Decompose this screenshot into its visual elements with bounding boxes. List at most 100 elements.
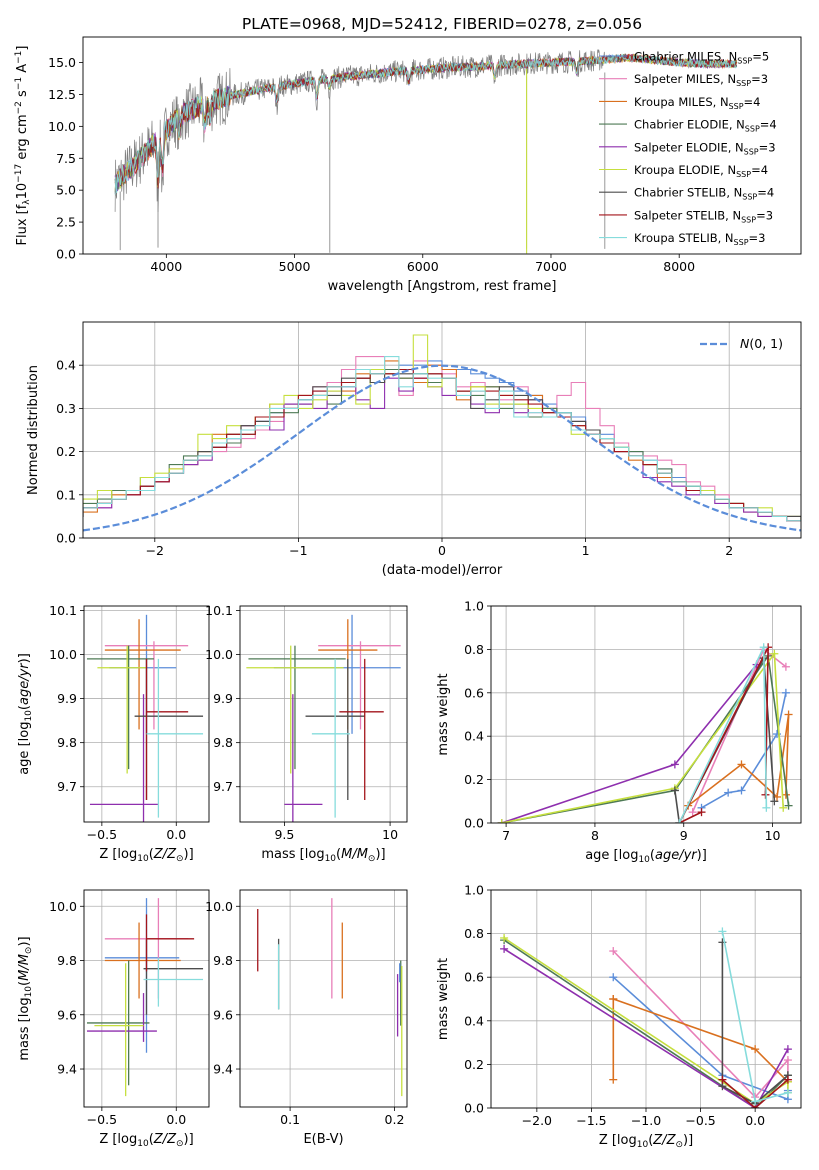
plot-area-mass-vs-EBV (257, 898, 403, 1097)
x-tick-label: 9 (680, 828, 688, 843)
plot-area-weight-vs-Z (500, 927, 792, 1108)
y-tick-label: 0.6 (464, 685, 484, 700)
panel-weight-vs-age: 7 8 9 10 0.0 0.2 0.4 0.6 0.8 1.0 age [log10(age/yr… (436, 599, 802, 865)
errorbar-salpeter-elodie (86, 993, 157, 1042)
y-axis-label: mass weight (436, 958, 451, 1040)
axes-frame (490, 889, 802, 1109)
x-tick-label: −1.5 (576, 1113, 606, 1128)
axes-frame (239, 605, 408, 823)
y-tick-label: 0.3 (56, 401, 76, 416)
x-tick-label: 2 (725, 543, 733, 558)
weight-line-kroupa-miles (684, 710, 793, 810)
histogram-kroupa-miles (83, 360, 801, 522)
legend-label: Kroupa STELIB, NSSP=3 (634, 231, 765, 247)
y-tick-label: 0.2 (464, 1057, 484, 1072)
x-tick-label: −0.5 (87, 827, 117, 842)
y-tick-label: 0.4 (464, 1013, 484, 1028)
y-tick-label: 10.0 (49, 899, 77, 914)
panel-age-vs-Z: −0.5 0.0 9.7 9.8 9.9 10.0 10.1 Z [log10(Z/Z⊙)] a… (17, 603, 210, 864)
plot-area-age-vs-Z (86, 614, 204, 822)
weight-line-kroupa-stelib (675, 643, 771, 823)
errorbar-salpeter-stelib (339, 658, 384, 800)
y-tick-label: 0.8 (464, 926, 484, 941)
y-tick-label: 1.0 (464, 599, 484, 614)
y-tick-label: 15.0 (48, 55, 76, 70)
panel-spectrum: 4000 5000 6000 7000 8000 0.0 2.5 5.0 7.5 10.0 12.5… (14, 36, 802, 294)
y-tick-label: 9.7 (57, 779, 77, 794)
errorbar-salpeter-stelib (145, 658, 189, 800)
y-tick-label: 12.5 (48, 87, 76, 102)
weight-line-salpeter-stelib (718, 1075, 792, 1108)
panel-weight-vs-Z: −2.0 −1.5 −1.0 −0.5 0.0 0.0 0.2 0.4 0.6 0.8 1.0 Z [… (436, 883, 802, 1150)
y-tick-label: 9.6 (213, 1007, 233, 1022)
weight-line-salpeter-elodie (497, 660, 761, 823)
plot-area-weight-vs-age (497, 643, 793, 823)
y-tick-label: 9.4 (57, 1062, 77, 1077)
x-tick-label: 8 (591, 828, 599, 843)
histogram-kroupa-stelib (83, 356, 801, 522)
x-tick-label: 6000 (407, 259, 439, 274)
errorbar-chabrier-miles (104, 898, 180, 1053)
errorbar-chabrier-elodie (86, 645, 154, 770)
legend-label: Salpeter STELIB, NSSP=3 (634, 208, 773, 224)
y-tick-label: 0.6 (464, 970, 484, 985)
errorbar-kroupa-stelib (143, 957, 204, 1007)
legend-label: Chabrier MILES, NSSP=5 (634, 50, 769, 66)
x-tick-label: 5000 (279, 259, 311, 274)
x-axis-label: (data-model)/error (382, 563, 503, 578)
figure-title: PLATE=0968, MJD=52412, FIBERID=0278, z=0… (242, 15, 642, 33)
y-tick-label: 10.1 (49, 603, 77, 618)
y-tick-label: 0.0 (56, 247, 76, 262)
x-axis-label: Z [log10(Z/Z⊙)] (599, 1133, 693, 1150)
x-tick-label: 0.0 (166, 827, 186, 842)
y-tick-label: 1.0 (464, 883, 484, 898)
y-tick-label: 9.4 (213, 1062, 233, 1077)
x-axis-label: wavelength [Angstrom, rest frame] (328, 279, 557, 294)
errorbar-kroupa-elodie (246, 645, 344, 774)
x-tick-label: 10 (765, 828, 781, 843)
y-axis-label: Flux [fλ10−17 erg cm−2 s−1 A−1] (14, 46, 32, 246)
x-axis-label: Z [log10(Z/Z⊙)] (99, 1132, 193, 1149)
histogram-chabrier-miles (83, 360, 801, 522)
y-tick-label: 2.5 (56, 215, 76, 230)
y-tick-label: 0.0 (464, 816, 484, 831)
y-tick-label: 9.8 (213, 953, 233, 968)
legend-label: Kroupa ELODIE, NSSP=4 (634, 163, 768, 179)
weight-line-chabrier-miles (697, 688, 790, 812)
y-tick-label: 0.0 (56, 531, 76, 546)
x-axis-label: age [log10(age/yr)] (585, 848, 707, 865)
y-tick-label: 10.0 (49, 647, 77, 662)
errorbar-chabrier-elodie (248, 645, 346, 770)
y-tick-label: 0.1 (56, 487, 76, 502)
legend-label: Salpeter ELODIE, NSSP=3 (634, 140, 776, 156)
x-tick-label: 10 (382, 827, 398, 842)
errorbar-salpeter-stelib (145, 914, 195, 972)
axes-frame (83, 889, 210, 1108)
spectrum-legend: Chabrier MILES, NSSP=5 Salpeter MILES, NS… (599, 50, 777, 247)
panel-mass-vs-Z: −0.5 0.0 9.4 9.6 9.8 10.0 Z [log10(Z/Z⊙)] mass … (17, 889, 210, 1149)
y-tick-label: 10.1 (205, 603, 233, 618)
errorbar-salpeter-elodie (284, 694, 323, 822)
y-tick-label: 10.0 (205, 647, 233, 662)
weight-line-kroupa-stelib (718, 927, 792, 1106)
axes-frame (82, 36, 802, 255)
y-tick-label: 0.2 (56, 444, 76, 459)
y-axis-label: Normed distribution (26, 365, 41, 495)
x-tick-label: 0 (438, 543, 446, 558)
plot-area-residuals (83, 334, 801, 532)
x-tick-label: 0.2 (385, 1112, 405, 1127)
x-tick-label: −0.5 (685, 1113, 715, 1128)
errorbar-kroupa-stelib (146, 658, 204, 818)
x-tick-label: 0.0 (166, 1112, 186, 1127)
x-tick-label: 4000 (150, 259, 182, 274)
x-tick-label: 7000 (535, 259, 567, 274)
errorbar-salpeter-miles (104, 641, 189, 730)
y-tick-label: 5.0 (56, 183, 76, 198)
y-tick-label: 9.8 (57, 953, 77, 968)
y-tick-label: 0.4 (464, 729, 484, 744)
axes-frame (490, 605, 802, 824)
y-tick-label: 9.6 (57, 1007, 77, 1022)
y-tick-label: 0.4 (56, 358, 76, 373)
y-tick-label: 10.0 (205, 899, 233, 914)
legend-label: N(0, 1) (740, 336, 783, 351)
